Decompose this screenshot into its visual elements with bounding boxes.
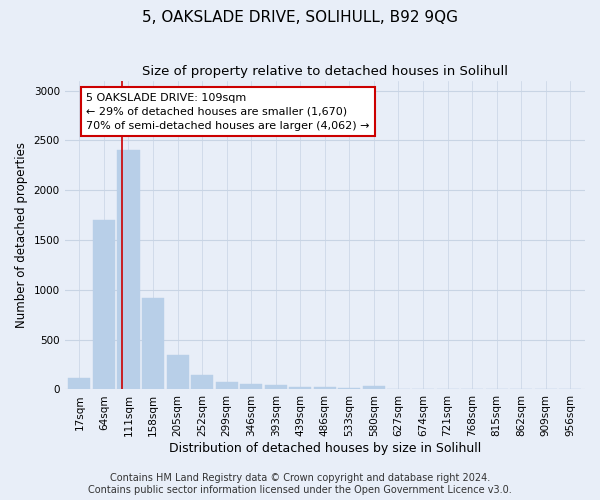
Bar [240,384,262,390]
Bar [289,387,311,390]
Bar [68,378,91,390]
Title: Size of property relative to detached houses in Solihull: Size of property relative to detached ho… [142,65,508,78]
X-axis label: Distribution of detached houses by size in Solihull: Distribution of detached houses by size … [169,442,481,455]
Bar [338,388,361,390]
Text: Contains HM Land Registry data © Crown copyright and database right 2024.
Contai: Contains HM Land Registry data © Crown c… [88,474,512,495]
Bar [167,355,188,390]
Bar [142,298,164,390]
Bar [314,388,336,390]
Text: 5 OAKSLADE DRIVE: 109sqm
← 29% of detached houses are smaller (1,670)
70% of sem: 5 OAKSLADE DRIVE: 109sqm ← 29% of detach… [86,92,370,130]
Bar [118,150,140,390]
Y-axis label: Number of detached properties: Number of detached properties [15,142,28,328]
Text: 5, OAKSLADE DRIVE, SOLIHULL, B92 9QG: 5, OAKSLADE DRIVE, SOLIHULL, B92 9QG [142,10,458,25]
Bar [191,375,213,390]
Bar [363,386,385,390]
Bar [215,382,238,390]
Bar [265,386,287,390]
Bar [93,220,115,390]
